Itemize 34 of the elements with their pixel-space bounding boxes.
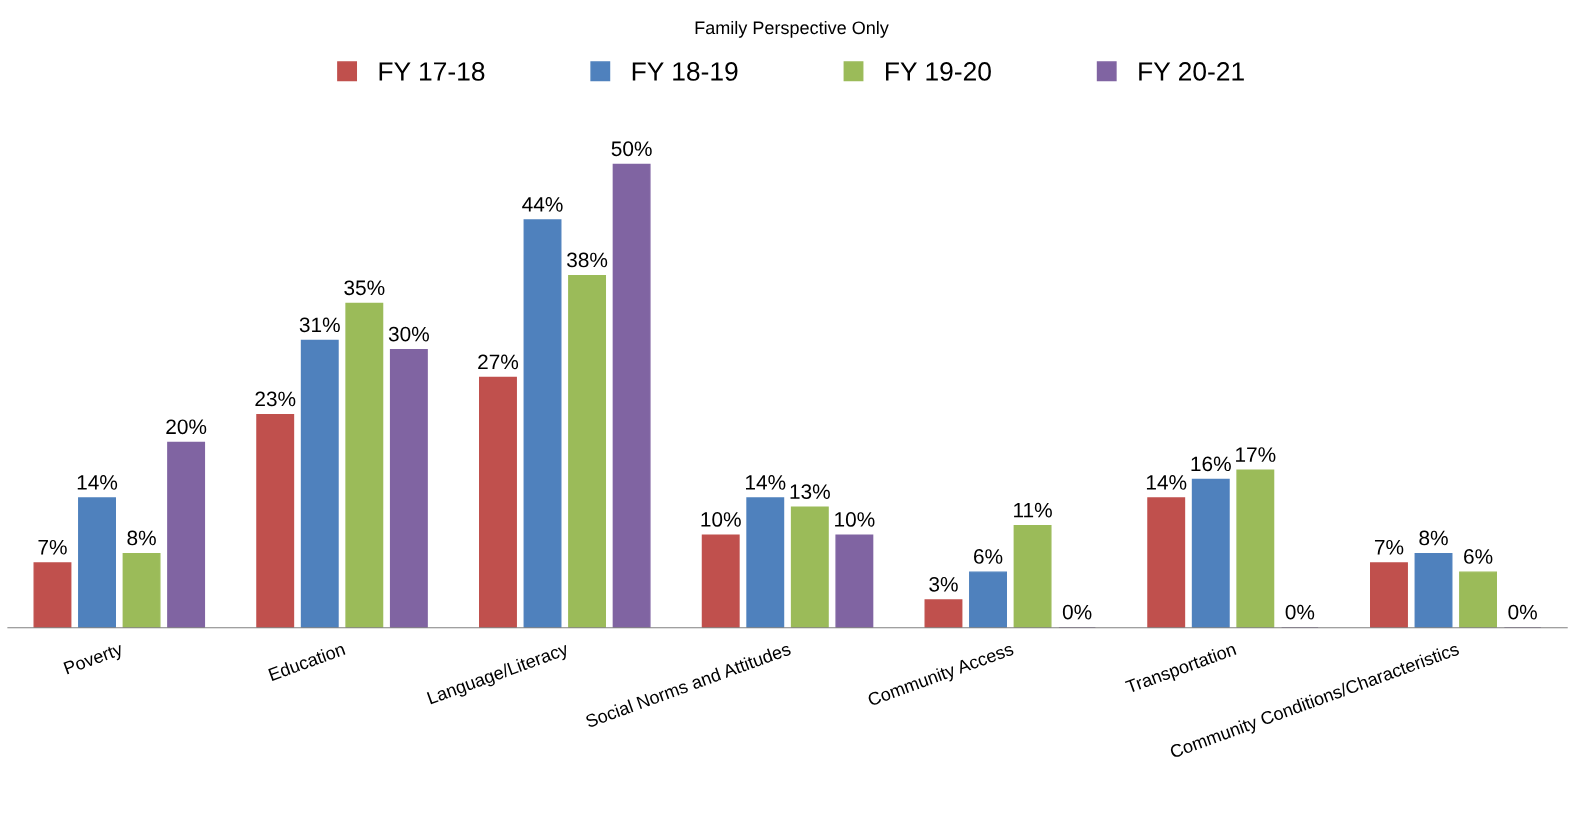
data-label: 6% [1464, 549, 1493, 564]
data-label: 8% [1419, 530, 1448, 546]
data-label: 11% [1014, 502, 1052, 518]
legend-label: FY 18-19 [632, 62, 738, 81]
legend-label: FY 20-21 [1139, 62, 1244, 81]
data-label: 0% [1285, 604, 1315, 620]
data-label: 6% [974, 549, 1003, 564]
legend-label: FY 17-18 [379, 62, 485, 81]
data-label: 0% [1062, 604, 1092, 620]
chart-title: Family Perspective Only [695, 20, 889, 38]
data-label: 16% [1191, 456, 1231, 472]
data-label: 30% [388, 326, 429, 342]
data-label: 38% [567, 252, 608, 268]
data-label: 23% [255, 391, 296, 407]
data-label: 14% [746, 475, 786, 490]
data-label: 44% [522, 197, 563, 212]
data-label: 27% [478, 354, 519, 370]
data-label: 35% [344, 280, 385, 296]
data-label: 14% [1146, 475, 1187, 490]
data-label: 10% [701, 512, 741, 527]
data-label: 20% [166, 419, 207, 435]
data-label: 7% [1374, 539, 1404, 555]
data-label: 17% [1236, 447, 1276, 462]
data-label: 7% [38, 539, 67, 555]
data-label: 0% [1508, 604, 1537, 620]
data-label: 10% [835, 512, 875, 527]
data-label: 31% [299, 317, 340, 333]
data-label: 3% [929, 576, 958, 592]
data-label: 14% [77, 475, 118, 490]
data-label: 50% [611, 141, 652, 157]
x-tick-label: Poverty [63, 642, 126, 678]
data-label: 8% [127, 530, 156, 546]
legend-label: FY 19-20 [886, 62, 991, 81]
data-label: 13% [790, 484, 830, 499]
